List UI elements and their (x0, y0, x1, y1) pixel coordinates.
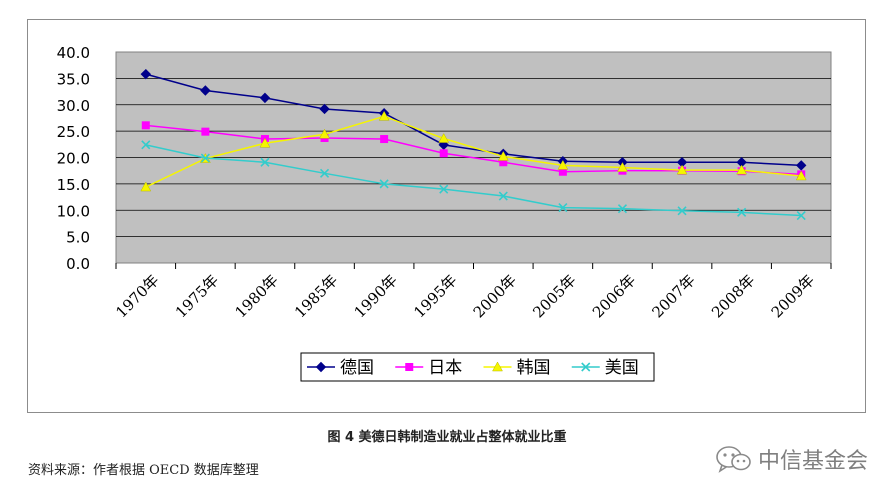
x-tick-label: 2007年 (649, 271, 699, 321)
data-point (557, 159, 569, 170)
data-point (380, 135, 389, 144)
data-point (200, 153, 210, 163)
data-point (260, 157, 270, 167)
data-point (617, 204, 628, 214)
data-point (795, 170, 807, 181)
wechat-icon (716, 446, 751, 473)
data-point (259, 92, 271, 104)
x-tick-label: 1995年 (410, 271, 460, 321)
legend-marker (581, 362, 591, 372)
y-tick-label: 35.0 (57, 70, 90, 88)
y-tick-label: 30.0 (57, 97, 90, 115)
x-tick-label: 2009年 (768, 271, 818, 321)
data-point (438, 132, 450, 143)
data-point (201, 127, 210, 136)
data-point (498, 191, 508, 201)
legend-label: 德国 (340, 358, 374, 378)
data-point (676, 164, 688, 175)
data-point (141, 140, 151, 150)
series-line-1 (145, 73, 802, 167)
x-tick-label: 2005年 (529, 271, 579, 321)
data-point (617, 162, 628, 172)
y-tick-label: 5.0 (66, 229, 90, 247)
data-point (140, 181, 152, 192)
x-tick-label: 1990年 (351, 271, 401, 321)
data-point (141, 121, 150, 130)
data-point (439, 184, 449, 194)
y-tick-label: 10.0 (57, 202, 90, 220)
data-point (200, 85, 211, 96)
y-tick-label: 0.0 (66, 255, 90, 273)
watermark-text: 中信基金会 (758, 449, 869, 474)
data-point (319, 128, 330, 139)
data-point (439, 149, 448, 158)
legend-marker (315, 361, 327, 373)
x-tick-label: 1975年 (172, 271, 222, 321)
chart-frame: 0.0 5.0 10.0 15.0 20.0 25.0 30.0 35.0 40.0 1970年 1… (27, 19, 866, 413)
x-tick-label: 2008年 (708, 271, 758, 321)
legend-label: 美国 (605, 358, 639, 378)
x-tick-label: 1980年 (231, 271, 281, 321)
legend-label: 韩国 (517, 358, 551, 378)
data-point (558, 203, 568, 213)
y-tick-label: 25.0 (57, 123, 90, 141)
legend-marker (492, 361, 503, 372)
data-point (677, 206, 687, 216)
x-tick-label: 2006年 (589, 271, 639, 321)
x-tick-label: 1985年 (291, 271, 341, 321)
watermark: 中信基金会 (714, 443, 868, 475)
data-point (379, 179, 389, 189)
legend-marker (405, 363, 414, 371)
data-point (796, 210, 806, 221)
legend-label: 日本 (428, 358, 462, 378)
data-point (736, 164, 748, 175)
data-point (378, 110, 390, 121)
y-tick-label: 15.0 (57, 176, 90, 194)
data-point (259, 137, 271, 148)
x-tick-label: 1970年 (112, 271, 162, 321)
data-point (140, 68, 151, 80)
data-point (497, 150, 509, 161)
y-tick-label: 20.0 (57, 150, 90, 168)
data-point (737, 207, 747, 217)
x-tick-label: 2000年 (470, 271, 520, 321)
data-point (796, 160, 807, 171)
data-point (319, 168, 330, 178)
source-note: 资料来源：作者根据 OECD 数据库整理 (28, 463, 259, 478)
data-point (319, 103, 330, 115)
series-line-4 (145, 144, 802, 217)
y-tick-label: 40.0 (57, 44, 90, 62)
series-line-3 (145, 115, 802, 188)
figure-caption: 图 4 美德日韩制造业就业占整体就业比重 (327, 430, 567, 445)
